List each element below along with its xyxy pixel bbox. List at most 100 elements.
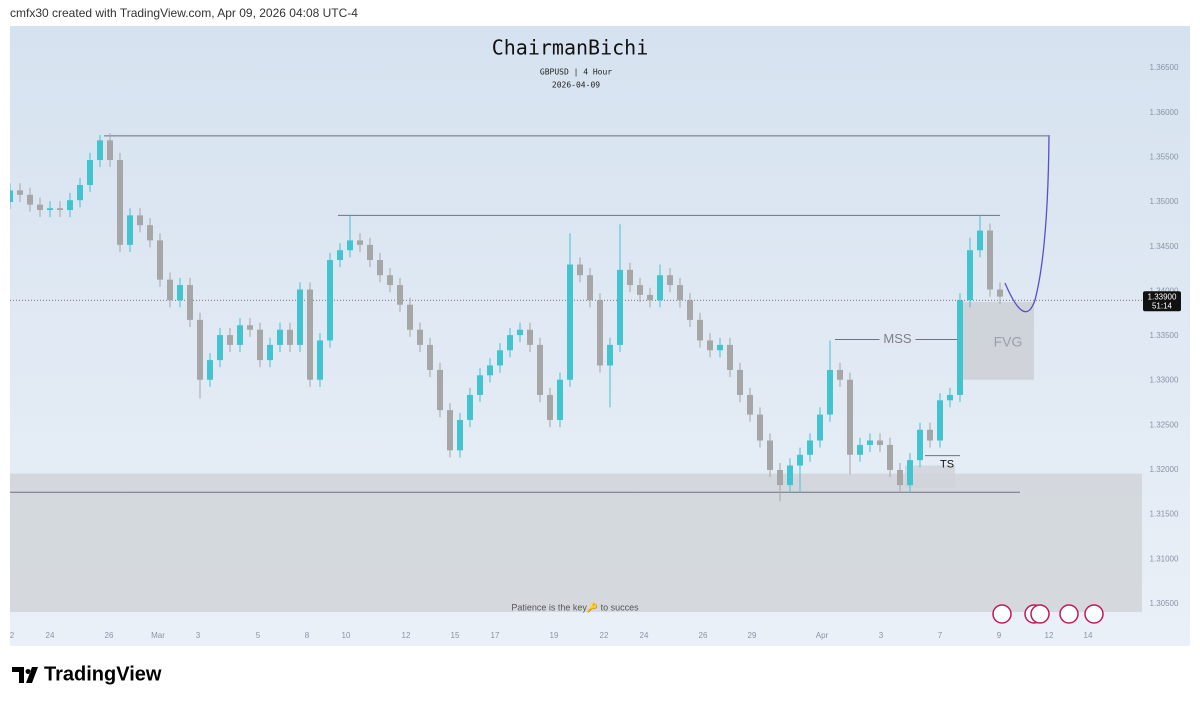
candle-body	[627, 269, 633, 286]
candle-body	[157, 240, 163, 280]
candle-body	[997, 289, 1003, 297]
candle-body	[147, 225, 153, 241]
candle-body	[117, 159, 123, 245]
candle-body	[657, 275, 663, 301]
x-tick-label: 26	[699, 631, 708, 640]
zone-label: FVG	[994, 334, 1023, 350]
candle-body	[257, 329, 263, 361]
candle-body	[137, 215, 143, 226]
x-tick-label: Mar	[151, 631, 165, 640]
y-tick-label: 1.31500	[1150, 510, 1179, 519]
candle-body	[717, 344, 723, 351]
x-tick-label: 17	[491, 631, 500, 640]
candle-body	[337, 250, 343, 261]
zone	[10, 473, 1142, 612]
candle-body	[867, 440, 873, 445]
plot-area	[10, 133, 1142, 612]
y-tick-label: 1.30500	[1150, 599, 1179, 608]
candle-body	[497, 350, 503, 366]
candle-body	[847, 379, 853, 455]
candle-body	[207, 360, 213, 380]
candle-body	[527, 329, 533, 345]
header: cmfx30 created with TradingView.com, Apr…	[10, 6, 358, 20]
projection-curve	[1004, 134, 1050, 313]
candle-body	[67, 200, 73, 211]
last-price-badge	[1143, 291, 1181, 312]
candle-body	[687, 300, 693, 320]
x-tick-label: 8	[305, 631, 310, 640]
candle-body	[827, 369, 833, 415]
candle-body	[617, 269, 623, 345]
candle-body	[287, 329, 293, 345]
candle-body	[987, 230, 993, 290]
candle-body	[897, 469, 903, 486]
x-tick-label: Apr	[816, 631, 829, 640]
candle-body	[487, 365, 493, 376]
x-tick-label: 26	[105, 631, 114, 640]
candle-body	[177, 285, 183, 301]
candle-body	[727, 344, 733, 370]
candle-body	[267, 344, 273, 361]
candle-body	[577, 264, 583, 276]
candle-body	[417, 329, 423, 345]
x-tick-label: 2	[10, 631, 15, 640]
candle-body	[597, 300, 603, 366]
candle-body	[537, 344, 543, 395]
event-flags	[992, 604, 1104, 624]
zone	[905, 465, 955, 488]
logo: TradingView	[12, 663, 162, 685]
last-price-label: 1.33900	[1148, 292, 1177, 301]
candle-body	[707, 340, 713, 351]
candle-body	[637, 285, 643, 295]
candle-body	[227, 335, 233, 345]
candle-body	[127, 215, 133, 245]
candle-body	[677, 285, 683, 301]
candle-body	[967, 250, 973, 301]
chart-date: 2026-04-09	[552, 81, 600, 90]
candle-body	[547, 394, 553, 420]
candle-body	[477, 375, 483, 395]
candle-body	[777, 469, 783, 486]
candle-body	[327, 260, 333, 341]
candle-body	[27, 194, 33, 205]
candle-body	[37, 204, 43, 211]
candle-body	[667, 275, 673, 286]
candle-body	[977, 230, 983, 251]
candle-body	[427, 344, 433, 370]
countdown: 51:14	[1152, 301, 1173, 310]
candle-body	[557, 379, 563, 420]
candle-body	[187, 285, 193, 320]
candle-body	[107, 140, 113, 160]
y-tick-label: 1.34000	[1150, 286, 1179, 295]
chart-title: ChairmanBichi	[492, 36, 649, 60]
x-tick-label: 5	[256, 631, 261, 640]
candle-body	[747, 394, 753, 415]
candle-body	[857, 444, 863, 455]
candle-body	[387, 275, 393, 286]
candle-body	[97, 140, 103, 160]
x-tick-label: 24	[46, 631, 55, 640]
candle-body	[787, 465, 793, 486]
candle-body	[167, 279, 173, 301]
y-tick-label: 1.32000	[1150, 465, 1179, 474]
candle-body	[797, 454, 803, 466]
candle-body	[247, 325, 253, 330]
x-tick-label: 3	[879, 631, 884, 640]
x-tick-label: 14	[1084, 631, 1093, 640]
candle-body	[457, 419, 463, 451]
candle-body	[397, 285, 403, 305]
candle-body	[937, 400, 943, 441]
candle-body	[77, 185, 83, 201]
candle-body	[297, 289, 303, 345]
x-tick-label: 19	[550, 631, 559, 640]
level-label-bg	[879, 332, 916, 347]
candle-body	[917, 429, 923, 461]
x-tick-label: 15	[451, 631, 460, 640]
x-tick-label: 9	[997, 631, 1002, 640]
candle-body	[737, 369, 743, 395]
y-tick-label: 1.34500	[1150, 242, 1179, 251]
y-tick-label: 1.35000	[1150, 197, 1179, 206]
candle-body	[947, 394, 953, 401]
candle-body	[877, 440, 883, 445]
